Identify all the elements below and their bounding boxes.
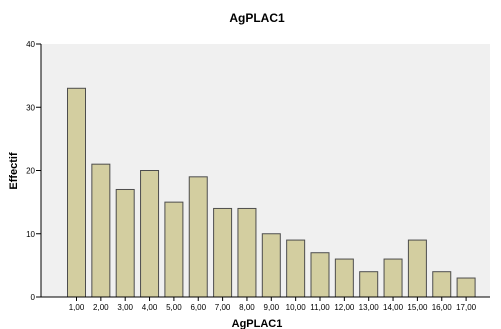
bar-1,00 [67,87,86,298]
x-tick-label: 13,00 [359,303,380,312]
bar-13,00 [359,271,379,298]
y-tick-label: 0 [31,293,36,302]
bar-2,00 [91,163,111,298]
x-axis-title: AgPLAC1 [232,318,283,329]
y-axis-ticks: 0 10 20 30 40 [26,40,41,302]
x-tick-label: 17,00 [456,303,477,312]
bar-8,00 [237,207,257,298]
x-tick-label: 16,00 [432,303,453,312]
bar-12,00 [334,258,354,298]
x-tick-label: 12,00 [334,303,355,312]
x-tick-label: 15,00 [407,303,428,312]
chart-title: AgPLAC1 [229,11,285,25]
x-axis-ticks: 1,00 2,00 3,00 4,00 5,00 6,00 7,00 8,00 9,00 10,0… [69,297,477,312]
x-tick-label: 2,00 [93,303,109,312]
y-tick-label: 30 [26,103,35,112]
y-tick-label: 40 [26,40,35,49]
y-tick-label: 10 [26,230,35,239]
bar-5,00 [164,201,184,298]
x-tick-label: 3,00 [117,303,133,312]
bar-9,00 [261,233,281,298]
bar-16,00 [432,271,452,298]
bar-17,00 [456,277,476,298]
bar-15,00 [407,239,427,298]
bar-4,00 [140,170,160,298]
bar-10,00 [286,239,306,298]
y-tick-label: 20 [26,167,35,176]
bar-6,00 [188,176,208,298]
bars [67,87,476,298]
y-axis-title: Effectif [8,152,20,190]
x-tick-label: 4,00 [142,303,158,312]
x-tick-label: 5,00 [166,303,182,312]
x-tick-label: 11,00 [310,303,330,312]
x-tick-label: 9,00 [264,303,280,312]
x-tick-label: 8,00 [239,303,255,312]
bar-3,00 [115,188,135,298]
bar-11,00 [310,252,330,298]
x-tick-label: 10,00 [286,303,307,312]
x-tick-label: 6,00 [190,303,206,312]
x-tick-label: 1,00 [69,303,85,312]
x-tick-label: 7,00 [215,303,231,312]
x-tick-label: 14,00 [383,303,404,312]
bar-7,00 [213,207,233,298]
bar-14,00 [383,258,403,298]
